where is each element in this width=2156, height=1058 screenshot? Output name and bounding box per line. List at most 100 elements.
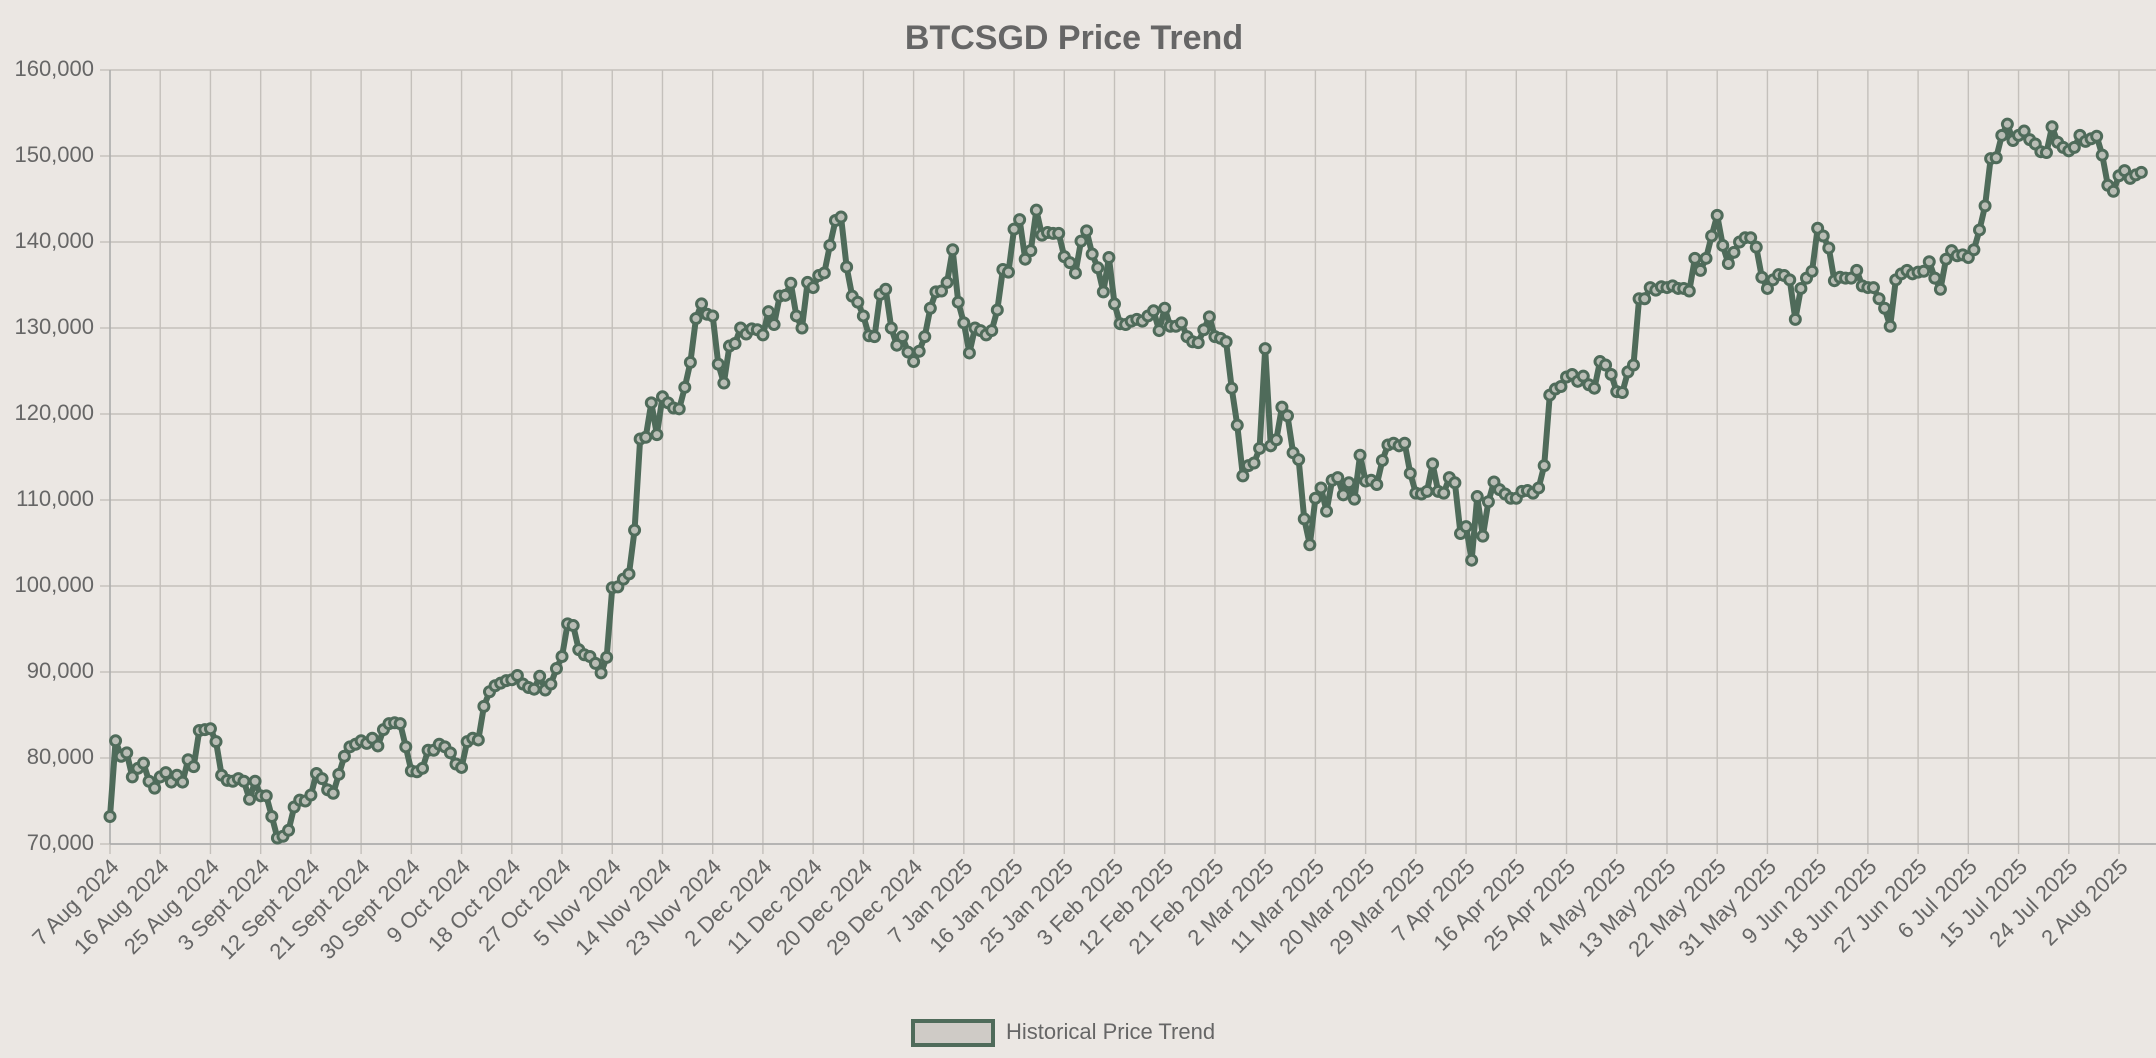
data-point bbox=[756, 328, 770, 342]
data-point bbox=[1705, 229, 1719, 243]
data-point bbox=[1013, 213, 1027, 227]
data-point bbox=[1939, 252, 1953, 266]
data-point bbox=[103, 809, 117, 823]
data-point bbox=[1967, 243, 1981, 257]
data-point bbox=[1587, 381, 1601, 395]
data-point bbox=[817, 266, 831, 280]
data-point bbox=[1080, 224, 1094, 238]
y-tick-label: 120,000 bbox=[14, 400, 94, 425]
data-point bbox=[834, 210, 848, 224]
data-point bbox=[1275, 400, 1289, 414]
y-tick-label: 100,000 bbox=[14, 572, 94, 597]
data-point bbox=[1230, 418, 1244, 432]
data-point bbox=[1448, 476, 1462, 490]
data-point bbox=[1866, 281, 1880, 295]
price-line bbox=[107, 121, 2143, 841]
data-point bbox=[1236, 469, 1250, 483]
data-point bbox=[399, 740, 413, 754]
data-point bbox=[243, 792, 257, 806]
data-point bbox=[1917, 264, 1931, 278]
data-point bbox=[1922, 255, 1936, 269]
data-point bbox=[1626, 358, 1640, 372]
data-point bbox=[711, 357, 725, 371]
data-point bbox=[767, 318, 781, 332]
legend-swatch bbox=[911, 1019, 995, 1047]
data-point bbox=[2134, 165, 2148, 179]
data-point bbox=[1308, 491, 1322, 505]
data-point bbox=[533, 669, 547, 683]
data-point bbox=[1465, 553, 1479, 567]
data-point bbox=[1816, 229, 1830, 243]
data-point bbox=[1085, 247, 1099, 261]
data-point bbox=[1783, 273, 1797, 287]
data-point bbox=[1280, 409, 1294, 423]
data-point bbox=[1091, 261, 1105, 275]
data-point bbox=[1353, 448, 1367, 462]
y-tick-label: 90,000 bbox=[27, 658, 94, 683]
data-point bbox=[1108, 297, 1121, 311]
data-point bbox=[683, 355, 697, 369]
data-point bbox=[695, 297, 709, 311]
data-point bbox=[2095, 148, 2109, 162]
data-point bbox=[1001, 265, 1015, 279]
data-point bbox=[315, 772, 329, 786]
data-point bbox=[868, 330, 882, 344]
data-point bbox=[1202, 310, 1216, 324]
data-point bbox=[1710, 208, 1724, 222]
data-point bbox=[639, 430, 653, 444]
y-tick-label: 160,000 bbox=[14, 56, 94, 81]
data-point bbox=[1314, 481, 1328, 495]
data-point bbox=[125, 770, 139, 784]
data-point bbox=[1805, 264, 1819, 278]
y-tick-label: 140,000 bbox=[14, 228, 94, 253]
data-point bbox=[1682, 284, 1696, 298]
data-point bbox=[1699, 251, 1713, 265]
data-point bbox=[672, 402, 686, 416]
legend-label: Historical Price Trend bbox=[1006, 1019, 1215, 1044]
data-point bbox=[1933, 282, 1947, 296]
data-point bbox=[1152, 324, 1166, 338]
data-point bbox=[455, 760, 469, 774]
data-point bbox=[477, 699, 491, 713]
data-point bbox=[120, 746, 134, 760]
data-point bbox=[237, 774, 251, 788]
data-point bbox=[1721, 257, 1735, 270]
data-point bbox=[1615, 386, 1629, 399]
data-point bbox=[678, 380, 692, 394]
data-point bbox=[1247, 456, 1261, 470]
data-point bbox=[1018, 252, 1032, 266]
data-point bbox=[1292, 453, 1306, 467]
data-point bbox=[622, 567, 636, 581]
data-point bbox=[549, 662, 563, 676]
data-point bbox=[918, 330, 932, 344]
data-point bbox=[109, 734, 123, 748]
data-point bbox=[840, 260, 854, 274]
data-point bbox=[1336, 488, 1350, 502]
data-point bbox=[1576, 369, 1590, 383]
data-point bbox=[1258, 342, 1272, 356]
data-point bbox=[1007, 222, 1021, 236]
y-tick-label: 110,000 bbox=[16, 486, 94, 511]
y-tick-label: 130,000 bbox=[14, 314, 94, 339]
data-point bbox=[890, 338, 904, 352]
data-point bbox=[806, 281, 820, 295]
data-point bbox=[1158, 301, 1172, 315]
data-point bbox=[1297, 512, 1311, 526]
data-point bbox=[1024, 244, 1038, 258]
data-point bbox=[1995, 128, 2009, 142]
data-point bbox=[1420, 484, 1434, 498]
data-point bbox=[1788, 312, 1802, 326]
data-point bbox=[594, 666, 608, 680]
data-point bbox=[1693, 263, 1707, 277]
data-point bbox=[1604, 367, 1618, 381]
data-point bbox=[907, 355, 921, 369]
data-point bbox=[1052, 226, 1066, 240]
data-point bbox=[946, 243, 960, 257]
data-point bbox=[2017, 124, 2031, 138]
data-point bbox=[1197, 323, 1211, 337]
data-point bbox=[600, 650, 614, 664]
data-point bbox=[985, 324, 999, 338]
data-point bbox=[957, 316, 971, 330]
data-point bbox=[1102, 250, 1116, 264]
